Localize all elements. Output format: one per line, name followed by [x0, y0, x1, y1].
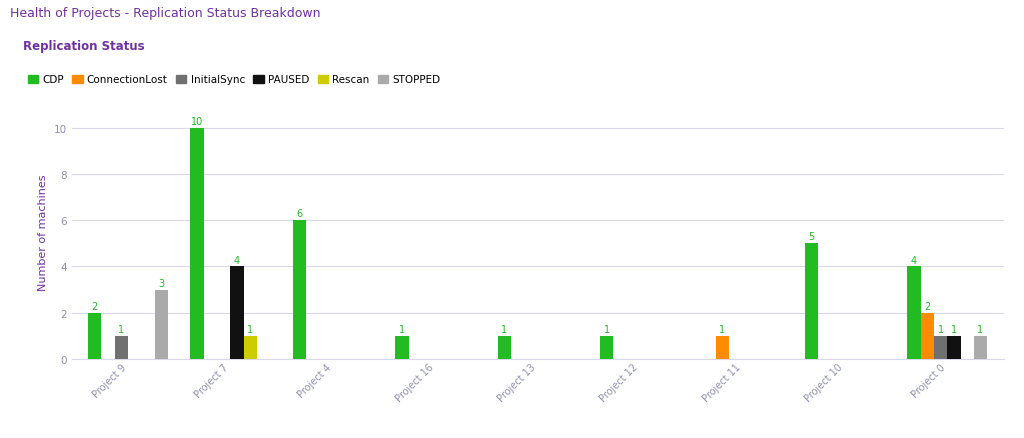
Text: 1: 1 — [720, 324, 725, 334]
Text: 4: 4 — [234, 255, 240, 265]
Bar — [88, 313, 101, 359]
Bar — [230, 267, 244, 359]
Bar — [115, 336, 128, 359]
Text: 1: 1 — [248, 324, 253, 334]
Bar — [155, 290, 168, 359]
Bar — [600, 336, 613, 359]
Bar — [921, 313, 934, 359]
Bar — [947, 336, 961, 359]
Text: 1: 1 — [978, 324, 983, 334]
Text: 1: 1 — [938, 324, 943, 334]
Text: Replication Status: Replication Status — [23, 39, 144, 53]
Text: 2: 2 — [91, 301, 98, 311]
Text: 6: 6 — [297, 209, 302, 219]
Text: 10: 10 — [191, 117, 203, 127]
Text: 2: 2 — [924, 301, 931, 311]
Bar — [244, 336, 257, 359]
Text: 1: 1 — [951, 324, 956, 334]
Text: 1: 1 — [119, 324, 124, 334]
Bar — [934, 336, 947, 359]
Bar — [974, 336, 987, 359]
Bar — [805, 244, 818, 359]
Text: Health of Projects - Replication Status Breakdown: Health of Projects - Replication Status … — [10, 7, 321, 20]
Y-axis label: Number of machines: Number of machines — [38, 174, 48, 290]
Text: 1: 1 — [604, 324, 609, 334]
Text: 5: 5 — [808, 232, 815, 242]
Bar — [293, 221, 306, 359]
Text: 3: 3 — [159, 278, 164, 288]
Text: 4: 4 — [911, 255, 916, 265]
Bar — [395, 336, 409, 359]
Text: 1: 1 — [502, 324, 507, 334]
Bar — [907, 267, 921, 359]
Text: 1: 1 — [399, 324, 404, 334]
Bar — [190, 128, 204, 359]
Bar — [716, 336, 729, 359]
Legend: CDP, ConnectionLost, InitialSync, PAUSED, Rescan, STOPPED: CDP, ConnectionLost, InitialSync, PAUSED… — [28, 75, 440, 85]
Bar — [498, 336, 511, 359]
